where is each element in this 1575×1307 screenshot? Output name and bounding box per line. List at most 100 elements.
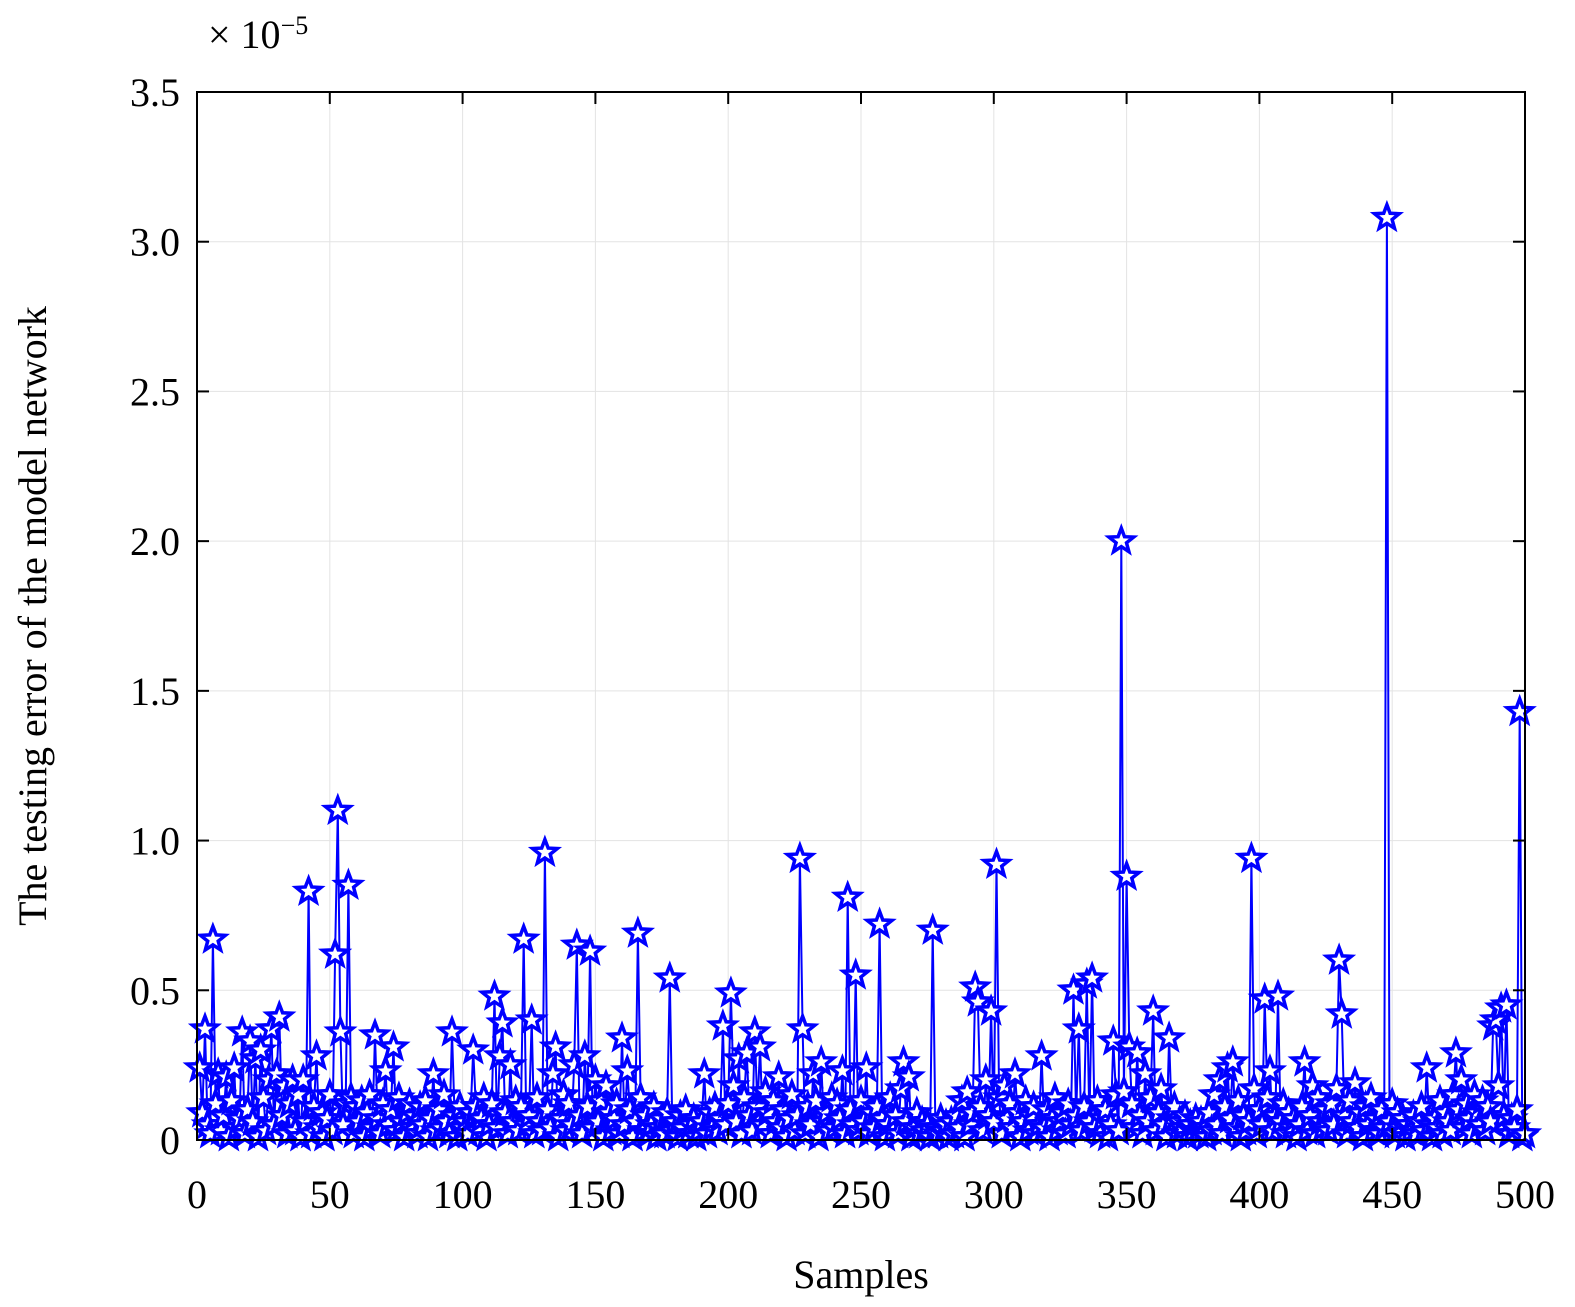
marker bbox=[997, 1056, 1033, 1089]
marker bbox=[886, 1044, 921, 1077]
marker bbox=[1114, 1086, 1150, 1119]
x-tick-label: 300 bbox=[964, 1172, 1024, 1217]
marker bbox=[1096, 1023, 1131, 1056]
marker bbox=[743, 1029, 778, 1062]
marker bbox=[456, 1032, 491, 1065]
marker bbox=[182, 1050, 217, 1083]
marker bbox=[1332, 1083, 1367, 1116]
marker bbox=[1481, 1068, 1516, 1101]
marker bbox=[588, 1068, 624, 1101]
marker bbox=[1234, 840, 1269, 874]
y-tick-label: 1.5 bbox=[130, 669, 180, 714]
y-tick-label: 1.0 bbox=[130, 819, 180, 864]
marker bbox=[299, 1038, 334, 1071]
marker bbox=[1197, 1077, 1232, 1110]
marker bbox=[1074, 960, 1110, 993]
marker bbox=[514, 1002, 549, 1035]
marker bbox=[599, 1086, 634, 1119]
y-scale-base: × 10 bbox=[208, 12, 281, 57]
marker bbox=[968, 1062, 1003, 1095]
marker bbox=[849, 1050, 884, 1083]
x-tick-label: 150 bbox=[565, 1172, 625, 1217]
marker bbox=[687, 1056, 722, 1089]
y-scale-label: × 10−5 bbox=[208, 11, 308, 57]
marker bbox=[1144, 1071, 1179, 1104]
marker bbox=[950, 1074, 985, 1107]
y-tick-label: 0 bbox=[160, 1118, 180, 1163]
marker bbox=[243, 1032, 278, 1065]
marker bbox=[1250, 1080, 1285, 1113]
marker bbox=[636, 1089, 671, 1122]
marker bbox=[843, 1083, 879, 1116]
marker bbox=[1404, 1089, 1439, 1122]
marker bbox=[1353, 1080, 1388, 1113]
marker bbox=[652, 960, 687, 993]
x-axis-label: Samples bbox=[793, 1252, 929, 1297]
marker bbox=[713, 975, 748, 1008]
marker bbox=[705, 1008, 741, 1041]
y-tick-label: 3.5 bbox=[130, 70, 180, 115]
x-tick-label: 200 bbox=[698, 1172, 758, 1217]
y-scale-exponent: −5 bbox=[281, 11, 309, 40]
marker bbox=[426, 1077, 462, 1110]
marker bbox=[1109, 858, 1144, 892]
marker bbox=[1287, 1044, 1322, 1077]
marker bbox=[485, 1005, 520, 1038]
marker bbox=[312, 1077, 347, 1110]
x-tick-label: 0 bbox=[187, 1172, 207, 1217]
x-tick-label: 450 bbox=[1362, 1172, 1422, 1217]
marker bbox=[1128, 1056, 1163, 1089]
marker bbox=[1104, 523, 1139, 556]
marker bbox=[1136, 993, 1171, 1026]
marker bbox=[493, 1047, 528, 1080]
x-tick-label: 250 bbox=[831, 1172, 891, 1217]
marker bbox=[1319, 1071, 1354, 1104]
marker bbox=[214, 1083, 249, 1116]
marker bbox=[416, 1056, 451, 1089]
marker bbox=[259, 1056, 294, 1089]
marker bbox=[527, 834, 563, 868]
marker bbox=[830, 879, 865, 913]
marker bbox=[1324, 996, 1359, 1029]
marker bbox=[785, 1011, 820, 1044]
marker bbox=[1260, 978, 1296, 1011]
x-tick-label: 50 bbox=[310, 1172, 350, 1217]
marker bbox=[1088, 1092, 1123, 1125]
marker bbox=[559, 927, 594, 960]
marker bbox=[1051, 1086, 1086, 1119]
x-tick-label: 400 bbox=[1229, 1172, 1289, 1217]
marker bbox=[1215, 1044, 1250, 1077]
marker bbox=[1037, 1080, 1073, 1113]
y-tick-label: 2.5 bbox=[130, 369, 180, 414]
marker bbox=[535, 1056, 571, 1089]
marker bbox=[195, 921, 230, 954]
x-tick-label: 100 bbox=[433, 1172, 493, 1217]
marker bbox=[506, 921, 541, 954]
marker bbox=[1024, 1038, 1059, 1071]
marker bbox=[737, 1014, 772, 1047]
marker bbox=[1409, 1050, 1444, 1083]
marker bbox=[1106, 1074, 1141, 1107]
marker bbox=[206, 1098, 241, 1131]
marker bbox=[323, 1014, 358, 1047]
marker bbox=[1252, 1053, 1288, 1086]
marker bbox=[572, 933, 608, 966]
marker bbox=[862, 906, 897, 939]
y-tick-label: 2.0 bbox=[130, 519, 180, 564]
y-tick-label: 3.0 bbox=[130, 220, 180, 265]
marker bbox=[538, 1029, 573, 1062]
marker bbox=[286, 1062, 321, 1095]
marker bbox=[317, 936, 353, 969]
marker bbox=[1295, 1068, 1330, 1101]
marker bbox=[774, 1077, 809, 1110]
marker bbox=[357, 1017, 393, 1050]
marker bbox=[477, 978, 512, 1011]
marker bbox=[604, 1020, 639, 1053]
marker bbox=[262, 999, 297, 1032]
marker bbox=[761, 1059, 796, 1092]
marker bbox=[1151, 1020, 1187, 1053]
y-tick-label: 0.5 bbox=[130, 968, 180, 1013]
marker bbox=[368, 1053, 403, 1086]
marker bbox=[217, 1050, 252, 1083]
